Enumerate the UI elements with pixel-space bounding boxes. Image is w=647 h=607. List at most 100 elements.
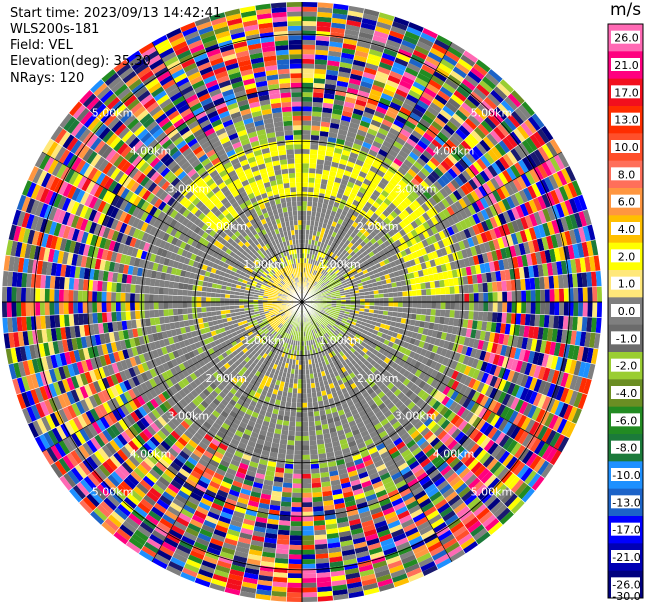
ppi-gate [434,316,441,324]
ppi-gate [320,208,327,214]
ppi-gate [308,168,317,174]
ppi-gate [302,101,313,107]
ppi-gate [319,130,329,137]
ppi-gate [592,286,598,302]
ppi-gate [444,309,451,318]
ppi-gate [487,292,493,302]
ppi-gate [302,483,312,489]
ppi-gate [278,520,291,526]
ppi-gate [281,496,292,503]
ppi-gate [534,314,541,327]
ppi-gate [340,57,354,65]
ppi-gate [525,290,531,302]
ppi-gate [316,439,325,445]
ppi-gate [298,364,302,370]
ppi-gate [288,558,302,565]
ppi-gate [309,435,317,441]
ppi-gate [318,221,324,228]
ppi-gate [302,63,315,69]
ppi-gate [287,577,302,584]
ppi-gate [312,97,324,103]
ppi-gate [317,149,326,156]
ppi-gate [397,302,403,308]
ppi-gate [288,563,302,569]
ppi-gate [308,416,315,422]
ppi-gate [336,80,349,88]
ppi-gate [345,19,362,28]
ppi-gate [302,130,312,136]
ppi-gate [313,78,326,84]
ppi-gate [286,592,302,598]
ppi-gate [496,281,503,292]
ppi-gate [295,416,302,422]
ppi-gate [327,55,341,62]
ppi-gate [339,158,348,166]
ppi-gate [421,302,427,309]
ppi-gate [331,186,340,193]
ppi-gate [302,450,311,455]
ppi-gate [325,150,334,157]
ppi-gate [309,153,318,160]
ppi-gate [492,291,498,302]
ppi-gate [302,163,310,169]
ppi-gate [426,302,432,309]
ppi-gate [305,229,310,235]
ppi-gate [280,434,288,441]
ppi-gate [302,573,317,579]
ppi-gate [325,184,334,191]
ppi-gate [549,302,555,316]
ppi-gate [333,99,345,106]
ppi-gate [302,535,315,541]
ppi-gate [310,463,320,469]
ppi-gate [337,129,348,136]
ppi-gate [429,281,436,289]
ppi-gate [331,108,343,116]
ppi-gate [492,302,498,313]
ppi-gate [302,6,318,12]
ppi-gate [356,41,372,49]
ppi-gate [336,167,345,175]
ppi-gate [320,178,328,185]
ppi-gate [296,397,302,403]
ppi-gate [328,46,343,53]
ppi-gate [302,379,307,384]
ppi-gate [337,71,351,79]
ppi-gate [449,286,455,295]
ppi-gate [421,288,427,296]
ppi-gate [307,191,314,197]
ppi-gate [435,294,441,302]
ppi-gate [491,281,498,293]
ppi-gate [320,212,326,219]
ppi-gate [425,315,431,323]
ppi-gate [283,410,291,417]
ppi-gate [306,392,313,398]
ppi-gate [415,283,422,290]
ppi-gate [302,243,306,249]
ppi-gate [430,287,436,296]
ppi-gate [320,183,327,190]
ppi-gate [325,209,332,216]
ppi-gate [325,74,338,81]
ppi-gate [520,313,526,326]
ppi-gate [482,282,488,293]
ppi-gate [297,379,302,384]
ppi-gate [302,459,311,465]
ppi-gate [315,168,323,175]
ppi-gate [302,205,308,211]
ppi-gate [454,285,460,294]
ppi-gate [327,50,342,58]
ppi-gate [328,200,335,207]
ppi-gate [302,369,306,375]
ppi-gate [308,234,313,240]
ppi-gate [283,415,290,422]
ppi-gate [302,558,316,565]
ppi-gate [281,491,293,498]
ppi-gate [563,288,569,302]
ppi-gate [302,96,313,102]
ppi-gate [302,563,316,569]
ppi-gate [302,407,308,413]
ppi-gate [322,102,334,109]
ppi-gate [308,177,316,183]
ppi-gate [292,478,302,484]
ppi-gate [302,111,312,117]
